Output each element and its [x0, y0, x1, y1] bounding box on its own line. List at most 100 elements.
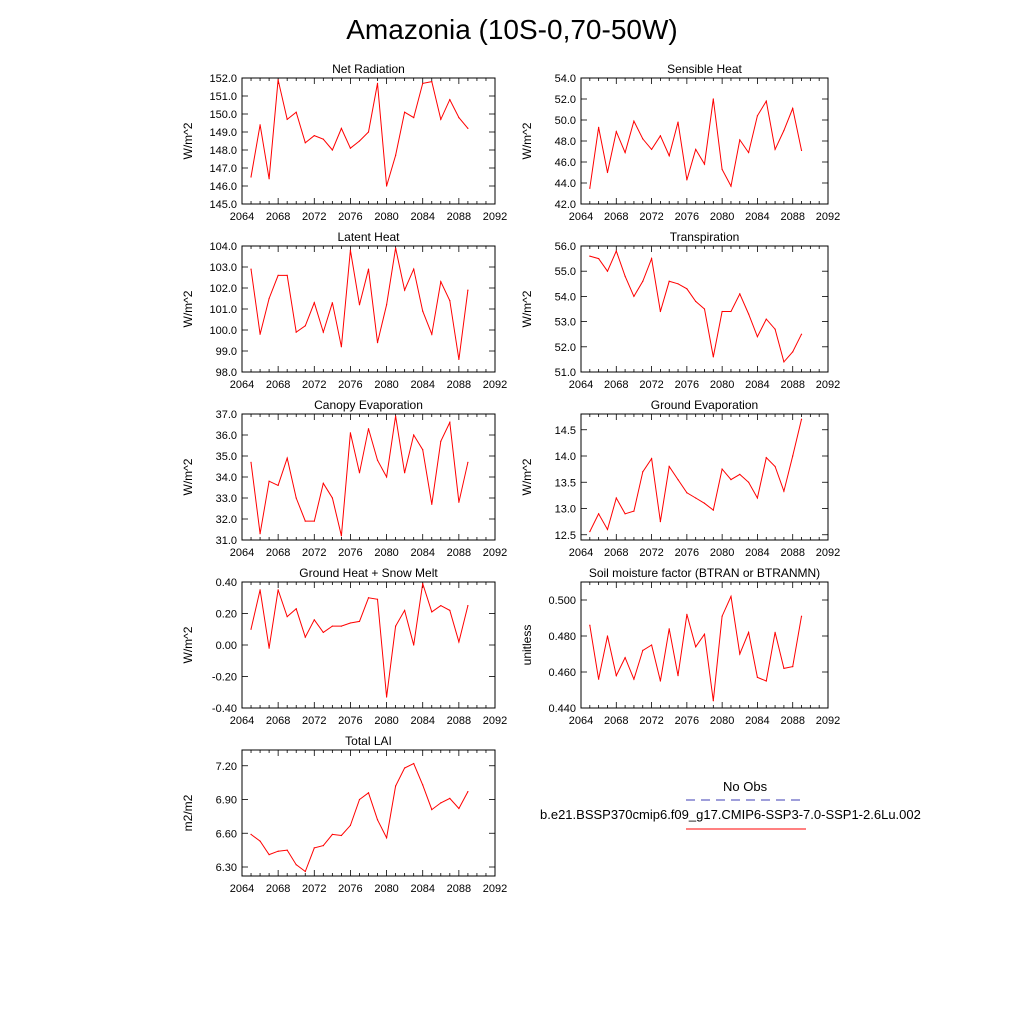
data-point — [756, 336, 759, 338]
x-tick-label: 2092 — [483, 211, 507, 223]
data-point — [413, 644, 415, 646]
data-point — [686, 288, 688, 290]
data-point — [395, 247, 397, 249]
y-tick-label: 150.0 — [209, 109, 237, 121]
x-tick-label: 2064 — [230, 715, 254, 727]
y-axis-label: W/m^2 — [181, 458, 195, 495]
data-point — [449, 797, 451, 799]
data-point — [313, 302, 315, 304]
data-point — [467, 127, 469, 129]
data-point — [765, 318, 767, 320]
y-tick-label: 101.0 — [209, 304, 237, 316]
data-point — [385, 837, 388, 839]
x-tick-label: 2080 — [710, 379, 734, 391]
data-point — [404, 767, 406, 769]
data-point — [259, 333, 261, 335]
data-point — [458, 641, 460, 643]
data-point — [340, 535, 342, 537]
data-point — [712, 98, 714, 100]
y-tick-label: 104.0 — [209, 241, 237, 253]
data-point — [650, 258, 653, 260]
panel-6: Ground Evaporation W/m^2 2064 2068 2072 2076 2… — [520, 398, 840, 559]
y-tick-label: 31.0 — [216, 535, 237, 547]
data-point — [703, 633, 706, 635]
x-tick-label: 2080 — [710, 211, 734, 223]
plot-frame — [241, 413, 496, 541]
y-tick-label: 98.0 — [216, 367, 237, 379]
legend-model-label: b.e21.BSSP370cmip6.f09_g17.CMIP6-SSP3-7.… — [540, 807, 921, 822]
data-point — [712, 356, 714, 358]
x-tick-label: 2080 — [374, 715, 398, 727]
data-point — [340, 834, 342, 837]
data-point — [589, 187, 591, 189]
x-tick-label: 2064 — [230, 547, 254, 559]
y-tick-label: 147.0 — [209, 163, 237, 175]
y-tick-label: 6.30 — [216, 862, 237, 874]
data-point — [422, 82, 424, 84]
data-point — [376, 82, 379, 84]
data-point — [440, 605, 442, 607]
data-point — [677, 283, 679, 285]
data-point — [286, 616, 288, 618]
x-tick-label: 2092 — [816, 547, 840, 559]
y-tick-label: 34.0 — [216, 472, 237, 484]
data-point — [349, 432, 352, 434]
data-point — [268, 647, 270, 649]
y-tick-label: 152.0 — [209, 73, 237, 85]
data-point — [703, 308, 706, 310]
y-tick-label: 0.500 — [548, 595, 576, 607]
x-tick-label: 2092 — [816, 715, 840, 727]
x-tick-label: 2084 — [410, 211, 434, 223]
y-tick-label: 53.0 — [555, 317, 576, 329]
data-point — [695, 497, 697, 499]
data-point — [313, 847, 315, 849]
data-point — [792, 351, 794, 353]
y-tick-label: 0.20 — [216, 609, 237, 621]
data-point — [358, 304, 361, 306]
data-point — [677, 675, 679, 677]
x-tick-label: 2084 — [410, 547, 434, 559]
y-tick-label: 102.0 — [209, 283, 237, 295]
data-point — [458, 358, 460, 360]
data-point — [331, 149, 333, 151]
figure-title: Amazonia (10S-0,70-50W) — [346, 14, 678, 45]
data-point — [624, 513, 626, 515]
panel-8: Soil moisture factor (BTRAN or BTRANMN) u… — [520, 566, 840, 727]
data-point — [259, 124, 261, 126]
x-tick-label: 2068 — [604, 211, 628, 223]
data-point — [413, 434, 415, 436]
data-point — [304, 870, 306, 873]
y-tick-label: 0.480 — [548, 631, 576, 643]
data-point — [589, 624, 591, 626]
data-point — [467, 605, 469, 607]
x-tick-label: 2072 — [639, 211, 663, 223]
data-point — [422, 582, 424, 585]
panel-9: Total LAI m2/m2 2064 2068 2072 2076 2080 2084 20… — [181, 734, 507, 895]
data-point — [792, 666, 794, 668]
data-point — [598, 258, 600, 260]
data-point — [633, 120, 635, 122]
data-point — [340, 346, 342, 348]
data-point — [783, 490, 785, 492]
data-point — [659, 310, 661, 313]
y-tick-label: 54.0 — [555, 291, 576, 303]
y-tick-label: 14.0 — [555, 451, 576, 463]
data-point — [633, 295, 635, 297]
data-point — [642, 471, 644, 473]
panel-2: Sensible Heat W/m^2 2064 2068 2072 2076 2080 20… — [520, 62, 840, 223]
data-point — [250, 628, 252, 630]
data-point — [748, 313, 750, 315]
data-point — [304, 142, 306, 144]
data-point — [413, 268, 415, 270]
y-tick-label: 44.0 — [555, 178, 576, 190]
data-point — [642, 138, 644, 140]
y-axis-label: W/m^2 — [520, 290, 534, 327]
x-tick-label: 2088 — [447, 715, 471, 727]
data-point — [624, 275, 626, 277]
data-point — [431, 503, 433, 505]
plot-frame — [580, 77, 829, 205]
y-axis-label: W/m^2 — [520, 122, 534, 159]
y-tick-label: 54.0 — [555, 73, 576, 85]
x-tick-label: 2088 — [780, 715, 804, 727]
data-point — [642, 649, 644, 652]
